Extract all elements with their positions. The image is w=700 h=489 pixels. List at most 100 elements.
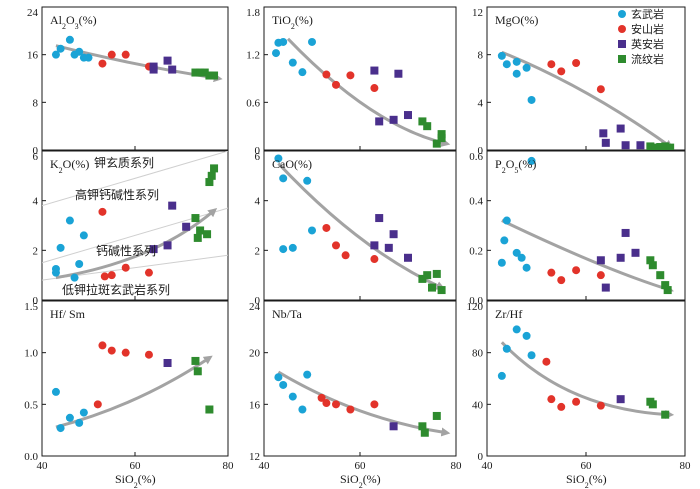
data-point-basalt [308, 37, 316, 46]
data-point-basalt [272, 49, 280, 58]
data-point-basalt [497, 51, 506, 60]
data-point-basalt [56, 424, 65, 433]
data-point-dacite [616, 253, 625, 262]
x-tick-label: 80 [680, 460, 692, 472]
trend-arrow [501, 50, 674, 149]
y-tick-label: 40 [472, 399, 484, 411]
data-point-dacite [599, 129, 608, 138]
x-tick-label: 60 [130, 460, 142, 472]
y-tick-label: 8 [33, 97, 39, 109]
data-point-andesite [332, 241, 340, 250]
data-point-rhyolite [210, 164, 219, 173]
x-axis-label: SiO2(%) [115, 472, 156, 489]
data-point-rhyolite [423, 122, 432, 131]
data-point-basalt [298, 68, 307, 77]
data-point-basalt [497, 258, 506, 267]
data-point-andesite [370, 255, 379, 264]
y-tick-label: 0 [478, 145, 484, 157]
y-tick-label: 4 [255, 196, 261, 208]
data-point-basalt [502, 344, 511, 353]
x-tick-label: 80 [223, 460, 235, 472]
data-point-basalt [279, 245, 288, 254]
data-point-basalt [303, 370, 312, 379]
data-point-dacite [384, 243, 393, 252]
data-point-basalt [65, 216, 74, 225]
data-point-andesite [557, 402, 566, 411]
y-tick-label: 4 [478, 97, 484, 109]
data-point-dacite [375, 117, 384, 126]
legend-marker-basalt [618, 10, 626, 18]
y-tick-label: 6 [33, 151, 39, 163]
legend-marker-dacite [618, 40, 626, 48]
data-point-rhyolite [203, 230, 212, 239]
data-point-rhyolite [432, 139, 441, 148]
data-point-basalt [65, 413, 74, 422]
data-point-andesite [98, 59, 107, 68]
series-annotation: 钾玄质系列 [94, 155, 154, 170]
data-point-rhyolite [205, 405, 214, 414]
data-point-basalt [512, 69, 521, 78]
data-point-basalt [288, 392, 297, 401]
data-point-basalt [308, 226, 316, 235]
data-point-basalt [51, 264, 60, 273]
data-point-dacite [389, 230, 398, 239]
y-tick-label: 24 [249, 301, 261, 313]
data-point-dacite [163, 241, 172, 250]
y-tick-label: 0 [255, 295, 261, 307]
data-point-basalt [288, 243, 297, 252]
data-point-basalt [51, 50, 60, 59]
y-tick-label: 0.0 [24, 451, 38, 463]
data-point-andesite [332, 80, 340, 89]
data-point-rhyolite [648, 261, 657, 270]
data-point-rhyolite [651, 143, 660, 150]
data-point-rhyolite [437, 286, 446, 295]
data-point-basalt [279, 37, 288, 46]
data-point-dacite [621, 228, 630, 237]
data-point-basalt [522, 263, 531, 272]
data-point-andesite [98, 341, 107, 350]
data-point-rhyolite [210, 71, 219, 80]
y-tick-label: 6 [255, 151, 261, 163]
data-point-rhyolite [666, 143, 675, 150]
data-point-basalt [502, 60, 511, 69]
data-point-rhyolite [193, 367, 202, 376]
data-point-andesite [121, 50, 130, 59]
y-tick-label: 1.0 [24, 348, 38, 360]
panel-frame [41, 300, 229, 457]
data-point-rhyolite [648, 400, 657, 409]
data-point-andesite [107, 271, 116, 280]
data-point-andesite [346, 71, 355, 80]
data-point-rhyolite [420, 428, 429, 437]
y-tick-label: 16 [249, 399, 261, 411]
series-annotation: 高钾钙碱性系列 [75, 187, 159, 202]
data-point-andesite [144, 350, 153, 359]
data-point-basalt [75, 418, 84, 427]
data-point-basalt [79, 231, 88, 240]
trend-arrow [500, 341, 675, 419]
data-point-andesite [322, 70, 331, 79]
data-point-rhyolite [200, 68, 209, 77]
y-tick-label: 1.2 [246, 50, 260, 62]
series-boundary-line [42, 151, 228, 207]
data-point-rhyolite [661, 410, 670, 419]
data-point-basalt [279, 380, 288, 389]
data-point-rhyolite [196, 68, 205, 77]
y-tick-label: 0.6 [246, 97, 260, 109]
x-tick-label: 40 [37, 460, 49, 472]
y-tick-label: 24 [27, 7, 39, 19]
data-point-dacite [404, 111, 412, 120]
data-point-andesite [121, 348, 130, 357]
data-point-rhyolite [196, 226, 205, 235]
trend-arrow [277, 162, 446, 290]
chart-panel-1: 0 8 16 24 Al2O3(%) [27, 6, 229, 157]
data-point-dacite [149, 65, 158, 74]
data-point-rhyolite [418, 422, 427, 431]
data-point-andesite [346, 405, 355, 414]
data-point-rhyolite [437, 130, 446, 139]
trend-arrow [55, 355, 213, 429]
data-point-rhyolite [418, 274, 427, 283]
legend-label-rhyolite: 流纹岩 [631, 52, 664, 66]
